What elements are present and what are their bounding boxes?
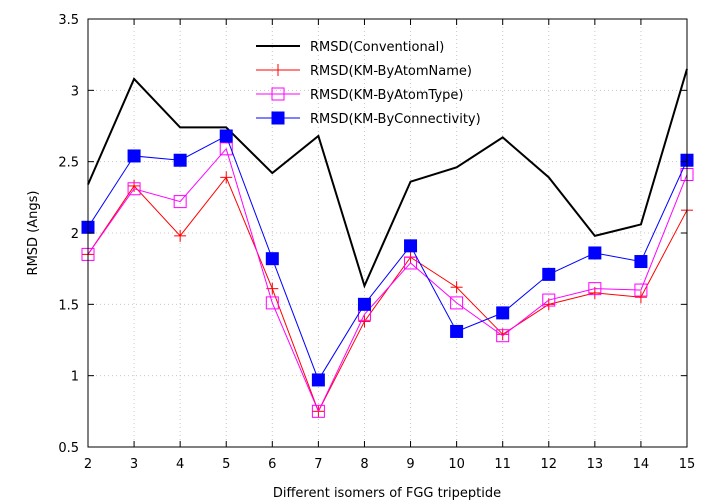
legend-entry: RMSD(KM-ByAtomName) [256, 64, 472, 79]
x-tick-label: 2 [84, 457, 92, 472]
plot-series [81, 68, 694, 418]
series-3 [81, 142, 694, 418]
plus-marker [496, 328, 509, 341]
filled-square-marker [265, 252, 279, 266]
filled-square-marker [357, 297, 371, 311]
filled-square-marker [271, 111, 285, 125]
y-tick-label: 3.5 [58, 13, 79, 28]
y-tick-label: 2.5 [58, 156, 79, 171]
plus-marker [220, 171, 233, 184]
x-tick-label: 14 [633, 457, 650, 472]
series-line [87, 135, 688, 382]
open-square-marker [271, 87, 285, 101]
x-tick-label: 13 [587, 457, 604, 472]
x-tick-label: 10 [448, 457, 465, 472]
plus-marker [634, 291, 647, 304]
open-square-marker [173, 195, 187, 209]
x-tick-label: 11 [494, 457, 511, 472]
legend-label: RMSD(KM-ByConnectivity) [310, 112, 481, 127]
open-square-marker [542, 293, 556, 307]
filled-square-marker [588, 246, 602, 260]
legend-label: RMSD(KM-ByAtomType) [310, 88, 463, 103]
y-tick-label: 0.5 [58, 441, 79, 456]
filled-square-marker [542, 267, 556, 281]
open-square-marker [588, 282, 602, 296]
filled-square-marker [634, 255, 648, 269]
open-square-marker [496, 329, 510, 343]
series-1 [87, 68, 688, 289]
plus-marker [358, 315, 371, 328]
open-square-marker [404, 256, 418, 270]
open-square-marker [265, 296, 279, 310]
filled-square-marker [496, 306, 510, 320]
legend-label: RMSD(Conventional) [310, 40, 444, 55]
y-tick-label: 1 [71, 370, 79, 385]
plus-marker [450, 281, 463, 294]
y-tick-label: 2 [71, 227, 79, 242]
x-tick-label: 9 [406, 457, 414, 472]
legend: RMSD(Conventional) RMSD(KM-ByAtomName) RMS… [256, 40, 481, 127]
x-axis-label: Different isomers of FGG tripeptide [273, 486, 501, 501]
open-square-marker [219, 142, 233, 156]
filled-square-marker [404, 239, 418, 253]
x-tick-labels: 2 3 4 5 6 7 8 9 10 11 12 13 14 15 [84, 457, 695, 472]
filled-square-marker [450, 324, 464, 338]
x-tick-label: 4 [176, 457, 184, 472]
filled-square-marker [311, 373, 325, 387]
series-2 [82, 171, 693, 418]
filled-square-marker [127, 149, 141, 163]
x-tick-label: 12 [540, 457, 557, 472]
legend-label: RMSD(KM-ByAtomName) [310, 64, 472, 79]
legend-entry: RMSD(KM-ByAtomType) [256, 87, 463, 103]
x-tick-label: 6 [268, 457, 276, 472]
filled-square-marker [173, 153, 187, 167]
x-tick-label: 5 [222, 457, 230, 472]
x-tick-label: 7 [314, 457, 322, 472]
plus-marker [174, 229, 187, 242]
series-line [87, 68, 688, 289]
x-tick-label: 8 [360, 457, 368, 472]
plus-marker [272, 64, 284, 76]
y-tick-labels: 0.5 1 1.5 2 2.5 3 3.5 [58, 13, 79, 456]
x-tick-label: 15 [679, 457, 696, 472]
open-square-marker [450, 296, 464, 310]
series-4 [81, 129, 694, 387]
axis-ticks [87, 18, 688, 448]
series-line [87, 147, 688, 413]
y-tick-label: 3 [71, 84, 79, 99]
y-tick-label: 1.5 [58, 298, 79, 313]
y-axis-label: RMSD (Angs) [26, 191, 41, 276]
open-square-marker [311, 404, 325, 418]
legend-entry: RMSD(KM-ByConnectivity) [256, 111, 481, 127]
plus-marker [128, 179, 141, 192]
filled-square-marker [219, 129, 233, 143]
legend-entry: RMSD(Conventional) [256, 40, 444, 55]
open-square-marker [634, 283, 648, 297]
x-tick-label: 3 [130, 457, 138, 472]
open-square-marker [127, 182, 141, 196]
